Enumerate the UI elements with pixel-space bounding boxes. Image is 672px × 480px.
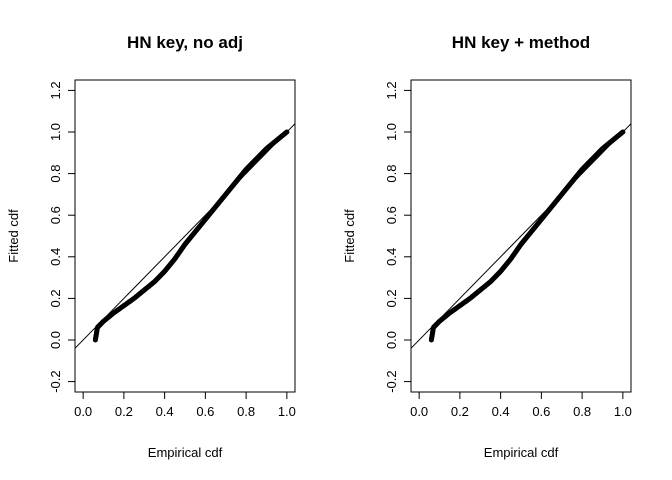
y-tick-label: 0.0 — [48, 331, 63, 349]
reference-line — [411, 123, 631, 349]
y-tick-label: 0.2 — [384, 289, 399, 307]
y-tick-label: 0.4 — [384, 248, 399, 266]
plot-frame — [74, 79, 296, 393]
x-tick-label: 0.6 — [532, 404, 550, 419]
chart-panel-2: HN key + method 0.0 0.2 0.4 0.6 0.8 1.0 -0.2 0.0… — [342, 33, 632, 460]
y-tick-label: 1.2 — [384, 81, 399, 99]
chart-panel-1: HN key, no adj 0.0 0.2 0.4 0.6 0.8 1.0 -0.2 0.0 0… — [6, 33, 296, 460]
data-point — [620, 129, 626, 135]
y-tick-label: 0.8 — [48, 165, 63, 183]
chart-title: HN key, no adj — [127, 33, 243, 52]
y-tick-label: 1.0 — [384, 123, 399, 141]
y-tick-label: -0.2 — [384, 370, 399, 392]
y-tick-label: 0.2 — [48, 289, 63, 307]
plot-frame — [410, 79, 632, 393]
x-tick-label: 1.0 — [614, 404, 632, 419]
x-tick-label: 0.8 — [237, 404, 255, 419]
x-tick-label: 0.2 — [451, 404, 469, 419]
y-tick-label: 0.6 — [384, 206, 399, 224]
y-axis-label: Fitted cdf — [342, 209, 357, 263]
x-tick-label: 0.6 — [196, 404, 214, 419]
x-tick-label: 0.0 — [74, 404, 92, 419]
y-axis-label: Fitted cdf — [6, 209, 21, 263]
reference-line — [75, 123, 295, 349]
x-tick-label: 0.0 — [410, 404, 428, 419]
y-tick-label: 0.8 — [384, 165, 399, 183]
y-tick-label: 0.4 — [48, 248, 63, 266]
y-tick-label: 1.0 — [48, 123, 63, 141]
x-tick-label: 0.2 — [115, 404, 133, 419]
chart-title: HN key + method — [452, 33, 590, 52]
x-tick-label: 0.4 — [156, 404, 174, 419]
x-tick-label: 0.8 — [573, 404, 591, 419]
y-tick-label: 1.2 — [48, 81, 63, 99]
x-axis-label: Empirical cdf — [484, 445, 559, 460]
x-tick-label: 1.0 — [278, 404, 296, 419]
data-points — [92, 129, 290, 343]
data-point — [284, 129, 290, 135]
x-axis-label: Empirical cdf — [148, 445, 223, 460]
x-tick-label: 0.4 — [492, 404, 510, 419]
data-points — [428, 129, 626, 343]
y-tick-label: 0.6 — [48, 206, 63, 224]
y-tick-label: 0.0 — [384, 331, 399, 349]
y-tick-label: -0.2 — [48, 370, 63, 392]
